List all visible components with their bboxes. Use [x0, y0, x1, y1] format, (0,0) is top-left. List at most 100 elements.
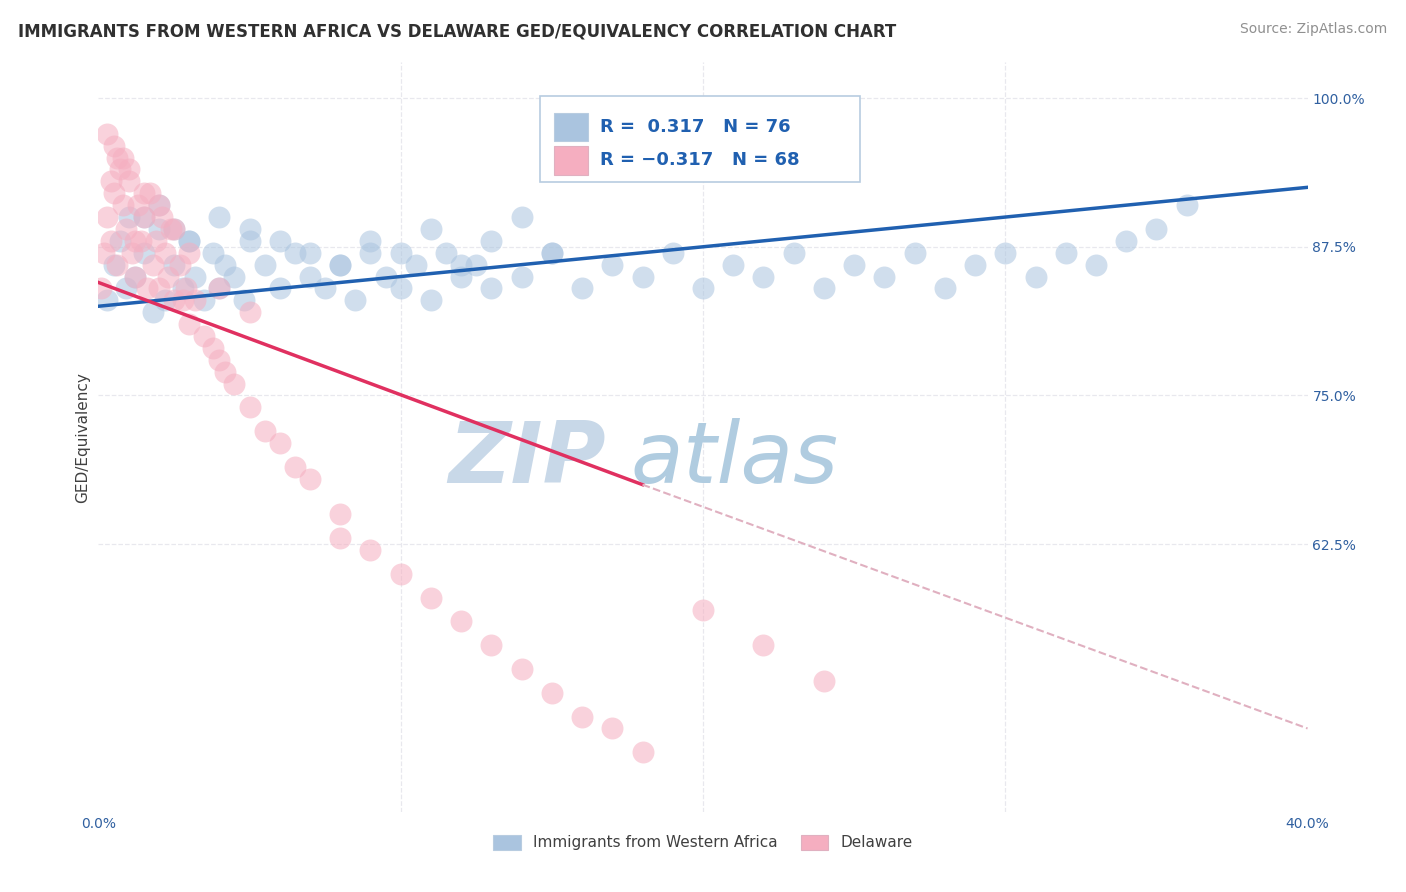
- Point: [224, 269, 246, 284]
- Point: [253, 424, 276, 438]
- Point: [360, 234, 382, 248]
- Point: [269, 281, 291, 295]
- FancyBboxPatch shape: [554, 112, 588, 141]
- Point: [602, 258, 624, 272]
- Text: Source: ZipAtlas.com: Source: ZipAtlas.com: [1240, 22, 1388, 37]
- Point: [145, 234, 167, 248]
- Point: [153, 293, 176, 308]
- Point: [723, 258, 745, 272]
- Point: [1085, 258, 1108, 272]
- Point: [994, 245, 1017, 260]
- Point: [163, 293, 186, 308]
- Point: [179, 245, 201, 260]
- Point: [148, 222, 170, 236]
- Text: atlas: atlas: [630, 418, 838, 501]
- Point: [163, 222, 186, 236]
- Point: [214, 258, 236, 272]
- Point: [124, 269, 146, 284]
- Point: [148, 281, 170, 295]
- Point: [813, 281, 835, 295]
- Point: [329, 531, 352, 545]
- Legend: Immigrants from Western Africa, Delaware: Immigrants from Western Africa, Delaware: [488, 829, 918, 856]
- Point: [510, 269, 533, 284]
- Point: [934, 281, 956, 295]
- Point: [142, 258, 165, 272]
- Point: [450, 269, 472, 284]
- Point: [631, 269, 654, 284]
- Point: [389, 566, 412, 581]
- Point: [202, 341, 225, 355]
- Point: [692, 602, 714, 616]
- Point: [156, 269, 179, 284]
- Point: [193, 293, 215, 308]
- Point: [118, 162, 141, 177]
- Point: [661, 245, 683, 260]
- Point: [465, 258, 488, 272]
- Text: R = −0.317   N = 68: R = −0.317 N = 68: [600, 151, 800, 169]
- FancyBboxPatch shape: [540, 96, 860, 182]
- Point: [103, 138, 125, 153]
- Y-axis label: GED/Equivalency: GED/Equivalency: [75, 372, 90, 502]
- Point: [100, 234, 122, 248]
- Point: [692, 281, 714, 295]
- Point: [450, 258, 472, 272]
- Point: [420, 591, 443, 605]
- Point: [108, 162, 131, 177]
- Point: [481, 281, 503, 295]
- Point: [93, 245, 115, 260]
- Point: [118, 210, 141, 224]
- Point: [232, 293, 254, 308]
- Point: [148, 198, 170, 212]
- Point: [783, 245, 806, 260]
- Point: [360, 543, 382, 558]
- Point: [124, 234, 146, 248]
- Point: [571, 281, 593, 295]
- Point: [299, 269, 322, 284]
- Point: [142, 305, 165, 319]
- Point: [114, 222, 136, 236]
- Point: [314, 281, 336, 295]
- Point: [103, 258, 125, 272]
- Point: [103, 186, 125, 201]
- Point: [132, 245, 155, 260]
- Point: [184, 269, 207, 284]
- Point: [420, 293, 443, 308]
- Point: [239, 305, 262, 319]
- Point: [450, 615, 472, 629]
- Point: [224, 376, 246, 391]
- Point: [105, 258, 128, 272]
- Point: [329, 258, 352, 272]
- Point: [389, 281, 412, 295]
- Point: [389, 245, 412, 260]
- Point: [360, 245, 382, 260]
- Point: [179, 234, 201, 248]
- Point: [434, 245, 457, 260]
- Point: [1054, 245, 1077, 260]
- Point: [239, 234, 262, 248]
- Point: [96, 210, 118, 224]
- Point: [118, 174, 141, 188]
- Point: [174, 281, 197, 295]
- Point: [124, 269, 146, 284]
- Point: [239, 401, 262, 415]
- Point: [752, 638, 775, 652]
- Point: [1024, 269, 1046, 284]
- Point: [540, 686, 562, 700]
- Point: [163, 258, 186, 272]
- Point: [329, 258, 352, 272]
- Text: R =  0.317   N = 76: R = 0.317 N = 76: [600, 118, 790, 136]
- Point: [299, 472, 322, 486]
- Point: [139, 186, 162, 201]
- Point: [239, 222, 262, 236]
- Point: [571, 709, 593, 723]
- Point: [202, 245, 225, 260]
- Point: [208, 281, 231, 295]
- Point: [172, 281, 194, 295]
- Point: [111, 151, 134, 165]
- Point: [132, 210, 155, 224]
- Point: [184, 293, 207, 308]
- Point: [284, 245, 307, 260]
- Point: [1175, 198, 1198, 212]
- Point: [405, 258, 427, 272]
- Point: [420, 222, 443, 236]
